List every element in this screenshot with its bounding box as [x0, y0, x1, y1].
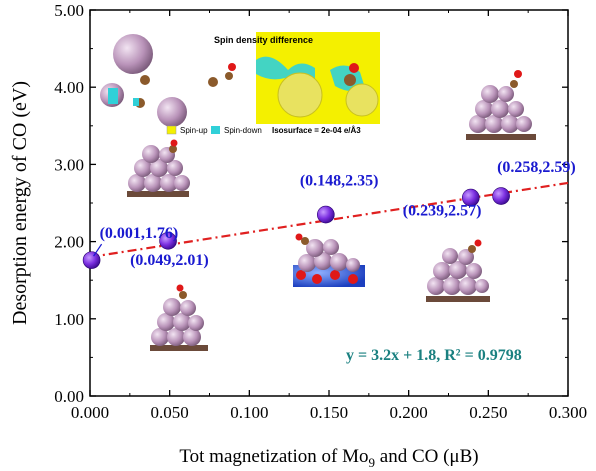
mo-atom: [157, 97, 187, 127]
legend-spin-up: Spin-up: [180, 126, 208, 135]
x-tick-label: 0.000: [71, 403, 109, 422]
y-tick-label: 1.00: [54, 310, 84, 329]
y-tick-label: 4.00: [54, 78, 84, 97]
data-point: [82, 251, 101, 269]
label-leader-line: [93, 243, 103, 257]
spin-density-inset: Spin density difference Spin-up Spin-dow…: [100, 30, 380, 135]
x-axis-label: Tot magnetization of Mo9 and CO (μB): [179, 446, 478, 470]
oxygen-atom: [349, 63, 359, 73]
data-labels: (0.001,1.76) (0.049,2.01) (0.148,2.35) (0.2…: [100, 159, 576, 269]
carbon-atom: [140, 75, 150, 85]
legend-swatch-spin-down: [211, 126, 220, 134]
carbon-atom: [208, 77, 218, 87]
label-leaders: [93, 243, 103, 257]
data-label: (0.239,2.57): [403, 203, 482, 220]
mo-atom: [113, 34, 153, 74]
data-label: (0.148,2.35): [300, 173, 379, 190]
y-tick-label: 2.00: [54, 233, 84, 252]
data-points: [82, 187, 510, 269]
isosurface-label: Isosurface = 2e-04 e/Å3: [272, 126, 361, 135]
spin-down-blob: [133, 98, 139, 106]
x-tick-label: 0.200: [390, 403, 428, 422]
cluster-structure-5: [466, 70, 536, 140]
x-tick-label: 0.050: [151, 403, 189, 422]
carbon-atom: [344, 74, 356, 86]
data-label: (0.049,2.01): [130, 252, 209, 269]
x-tick-label: 0.250: [469, 403, 507, 422]
y-axis-label: Desorption energy of CO (eV): [9, 81, 31, 325]
oxygen-atom: [228, 63, 236, 71]
fit-equation: y = 3.2x + 1.8, R² = 0.9798: [346, 347, 522, 364]
data-point: [462, 188, 480, 207]
y-tick-label: 3.00: [54, 155, 84, 174]
legend-swatch-spin-up: [166, 125, 177, 135]
mo-atom: [345, 83, 379, 117]
data-label: (0.001,1.76): [100, 225, 179, 242]
spin-down-blob: [108, 88, 118, 104]
cluster-structure-2: [150, 284, 208, 351]
data-point: [317, 205, 335, 224]
y-tick-label: 5.00: [54, 1, 84, 20]
cluster-structure-1: [127, 139, 190, 197]
x-tick-label: 0.300: [549, 403, 587, 422]
cluster-structure-4: [426, 239, 490, 302]
x-axis: 0.000 0.050 0.100 0.150 0.200 0.250 0.300: [71, 10, 587, 422]
mo-atom: [277, 72, 323, 118]
y-tick-label: 0.00: [54, 387, 84, 406]
inset-title: Spin density difference: [214, 35, 313, 45]
x-tick-label: 0.150: [310, 403, 348, 422]
legend-spin-down: Spin-down: [224, 126, 262, 135]
cluster-structure-3: [293, 233, 365, 287]
data-point: [159, 232, 177, 250]
x-tick-label: 0.100: [230, 403, 268, 422]
carbon-atom: [225, 72, 233, 80]
y-axis: 0.00 1.00 2.00 3.00 4.00 5.00: [54, 1, 568, 406]
data-label: (0.258,2.59): [497, 159, 576, 176]
data-point: [492, 187, 510, 205]
